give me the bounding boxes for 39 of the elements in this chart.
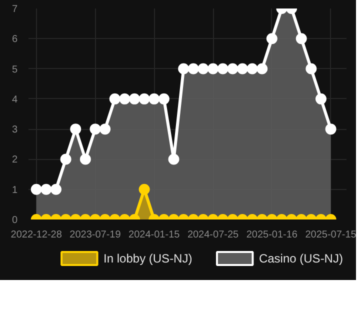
y-tick-label: 0 (12, 215, 18, 226)
x-tick-label: 2023-07-19 (70, 230, 122, 240)
point (100, 124, 111, 135)
point (158, 93, 170, 104)
y-tick-label: 6 (12, 34, 18, 46)
point (188, 63, 199, 74)
x-tick-label: 2025-07-15 (305, 230, 357, 240)
y-tick-label: 4 (12, 94, 18, 106)
y-tick-label: 7 (12, 4, 18, 15)
y-tick-label: 2 (12, 154, 18, 166)
y-tick-label: 3 (12, 124, 18, 136)
point (266, 33, 278, 44)
x-tick-label: 2022-12-28 (10, 230, 62, 240)
point (296, 33, 307, 44)
point (148, 93, 160, 104)
point (138, 93, 150, 104)
point (246, 63, 258, 74)
point (325, 124, 336, 135)
x-tick-label: 2024-07-25 (187, 230, 240, 240)
point (70, 124, 82, 135)
point (306, 63, 317, 74)
legend-label: Casino (US-NJ) (258, 252, 343, 266)
point (227, 63, 238, 74)
y-tick-label: 1 (12, 184, 18, 196)
point (90, 124, 101, 135)
x-tick-label: 2024-01-15 (128, 230, 180, 240)
legend-label: In lobby (US-NJ) (104, 252, 192, 266)
point (178, 63, 190, 74)
x-tick-label: 2025-01-16 (246, 230, 298, 240)
point (129, 93, 140, 104)
point (119, 93, 130, 104)
point (198, 63, 209, 74)
point (315, 93, 326, 104)
y-tick-label: 5 (12, 64, 18, 76)
point (256, 63, 268, 74)
point (208, 63, 219, 74)
point (236, 63, 248, 74)
point (109, 93, 120, 104)
point (217, 63, 228, 74)
